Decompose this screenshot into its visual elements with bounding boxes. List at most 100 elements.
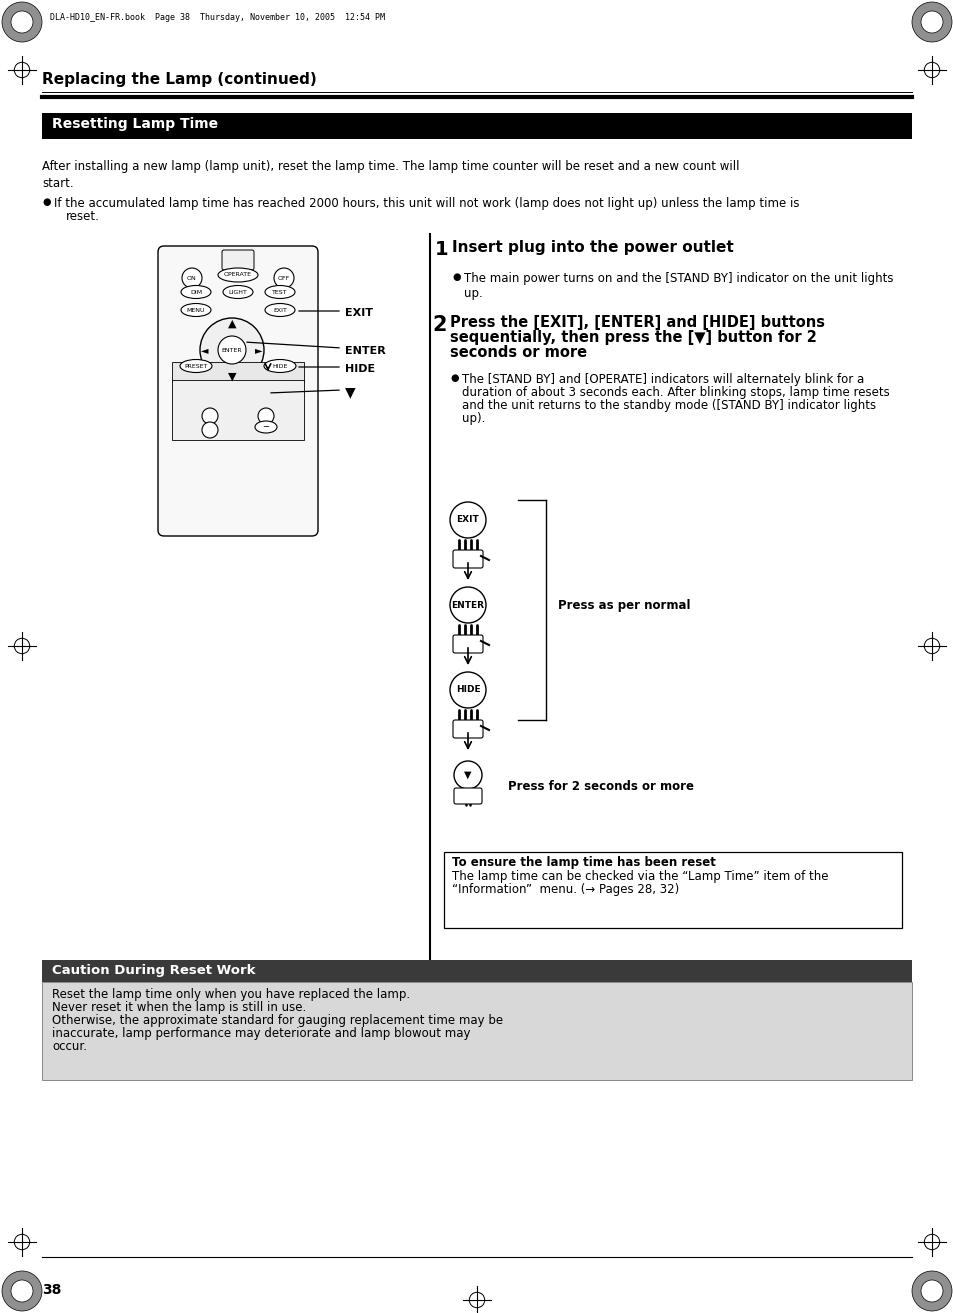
Circle shape [450,587,485,622]
FancyBboxPatch shape [453,635,482,653]
Text: EXIT: EXIT [456,516,478,524]
FancyBboxPatch shape [222,249,253,270]
Text: PRESET: PRESET [184,364,208,369]
Text: DLA-HD10_EN-FR.book  Page 38  Thursday, November 10, 2005  12:54 PM: DLA-HD10_EN-FR.book Page 38 Thursday, No… [50,13,385,22]
Ellipse shape [264,360,295,373]
Text: Resetting Lamp Time: Resetting Lamp Time [52,117,218,131]
Text: ZOOM: ZOOM [200,400,219,404]
Text: inaccurate, lamp performance may deteriorate and lamp blowout may: inaccurate, lamp performance may deterio… [52,1027,470,1040]
Ellipse shape [254,421,276,433]
Circle shape [11,1280,33,1302]
Text: +: + [262,408,270,418]
Circle shape [11,11,33,33]
Text: seconds or more: seconds or more [450,345,586,360]
Text: −: − [262,423,269,432]
Text: To ensure the lamp time has been reset: To ensure the lamp time has been reset [452,856,715,869]
Text: ENTER: ENTER [221,348,242,352]
Text: Press for 2 seconds or more: Press for 2 seconds or more [507,780,693,793]
Text: Reset the lamp time only when you have replaced the lamp.: Reset the lamp time only when you have r… [52,987,410,1001]
Text: sequentially, then press the [▼] button for 2: sequentially, then press the [▼] button … [450,330,816,345]
Text: Press the [EXIT], [ENTER] and [HIDE] buttons: Press the [EXIT], [ENTER] and [HIDE] but… [450,315,824,330]
Text: EXIT: EXIT [345,309,373,318]
Text: If the accumulated lamp time has reached 2000 hours, this unit will not work (la: If the accumulated lamp time has reached… [54,197,799,210]
FancyBboxPatch shape [158,246,317,536]
Circle shape [920,11,942,33]
Bar [443,852,901,928]
Text: +: + [206,408,213,418]
Circle shape [257,408,274,424]
Circle shape [911,1271,951,1310]
Text: HIDE: HIDE [456,685,479,695]
Text: The [STAND BY] and [OPERATE] indicators will alternately blink for a: The [STAND BY] and [OPERATE] indicators … [461,373,863,386]
Text: Insert plug into the power outlet: Insert plug into the power outlet [452,240,733,255]
Text: ◄: ◄ [201,345,209,355]
Text: The lamp time can be checked via the “Lamp Time” item of the: The lamp time can be checked via the “La… [452,871,827,884]
Text: Caution During Reset Work: Caution During Reset Work [52,964,255,977]
Ellipse shape [181,303,211,316]
Text: ON: ON [187,276,196,281]
Circle shape [2,1271,42,1310]
Circle shape [454,762,481,789]
Text: Never reset it when the lamp is still in use.: Never reset it when the lamp is still in… [52,1001,306,1014]
Text: occur.: occur. [52,1040,87,1053]
Text: ▲: ▲ [228,319,236,330]
Text: 2: 2 [432,315,446,335]
FancyBboxPatch shape [454,788,481,804]
Circle shape [450,672,485,708]
Text: up).: up). [461,412,485,425]
Ellipse shape [223,285,253,298]
Circle shape [202,408,218,424]
Text: ●: ● [452,272,460,282]
Text: ●: ● [450,373,458,383]
Bar [172,379,304,440]
Circle shape [2,3,42,42]
Circle shape [182,268,202,288]
Bar [42,113,911,139]
FancyBboxPatch shape [453,550,482,569]
Text: OFF: OFF [277,276,290,281]
Text: T: T [208,393,212,399]
Text: ▼: ▼ [228,372,236,382]
Text: ▼: ▼ [464,769,471,780]
Bar [42,960,911,982]
Text: After installing a new lamp (lamp unit), reset the lamp time. The lamp time coun: After installing a new lamp (lamp unit),… [42,160,739,190]
Text: Press as per normal: Press as per normal [558,599,690,612]
Ellipse shape [180,360,212,373]
Bar [172,362,304,382]
Ellipse shape [265,303,294,316]
Text: 38: 38 [42,1283,61,1297]
Text: HIDE: HIDE [272,364,288,369]
Text: Replacing the Lamp (continued): Replacing the Lamp (continued) [42,72,316,87]
Ellipse shape [265,285,294,298]
Circle shape [920,1280,942,1302]
Text: EXIT: EXIT [273,307,287,312]
FancyBboxPatch shape [453,720,482,738]
Text: I: I [265,393,267,399]
Text: TEST: TEST [272,289,288,294]
Text: MENU: MENU [187,307,205,312]
Text: and the unit returns to the standby mode ([STAND BY] indicator lights: and the unit returns to the standby mode… [461,399,875,412]
Text: HIDE: HIDE [345,364,375,374]
Circle shape [200,318,264,382]
Circle shape [202,421,218,439]
Circle shape [911,3,951,42]
Ellipse shape [218,268,257,282]
Text: OPERATE: OPERATE [224,273,252,277]
Text: W: W [206,423,213,432]
Text: Otherwise, the approximate standard for gauging replacement time may be: Otherwise, the approximate standard for … [52,1014,502,1027]
Text: LIGHT: LIGHT [229,289,247,294]
Bar [42,982,911,1081]
Circle shape [450,502,485,538]
Text: duration of about 3 seconds each. After blinking stops, lamp time resets: duration of about 3 seconds each. After … [461,386,889,399]
Ellipse shape [181,285,211,298]
Text: “Information”  menu. (→ Pages 28, 32): “Information” menu. (→ Pages 28, 32) [452,884,679,895]
Text: ►: ► [255,345,262,355]
Text: reset.: reset. [66,210,100,223]
Circle shape [218,336,246,364]
Text: ▼: ▼ [345,385,355,399]
Circle shape [274,268,294,288]
Text: FOCUS: FOCUS [255,400,276,404]
Text: DIM: DIM [190,289,202,294]
Text: 1: 1 [435,240,448,259]
Text: ENTER: ENTER [451,600,484,609]
